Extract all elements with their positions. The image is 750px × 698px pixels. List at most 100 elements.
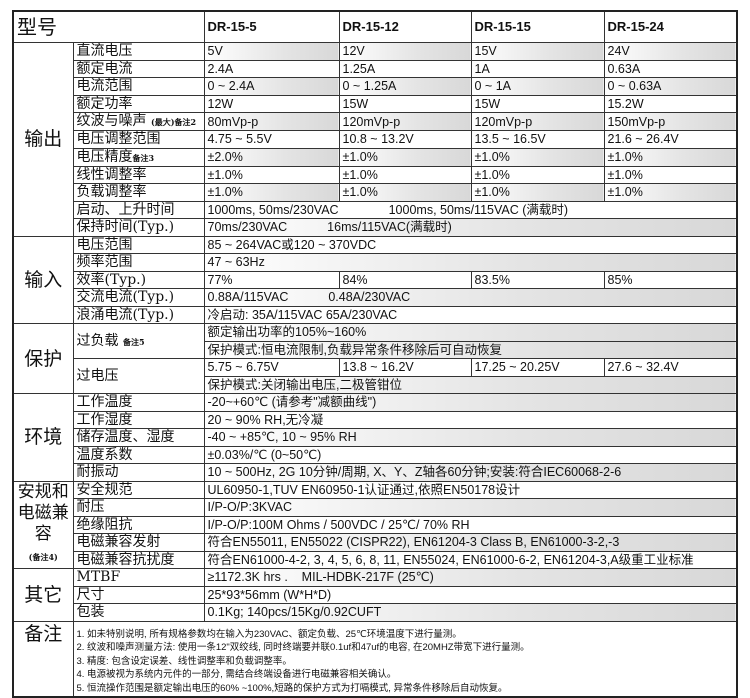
- row-label: 储存温度、湿度: [72, 428, 205, 447]
- cell: 5V: [203, 42, 340, 61]
- cell: 15W: [338, 94, 472, 113]
- cell: 1.25A: [338, 59, 472, 78]
- cell: ≥1172.3K hrs . MIL-HDBK-217F (25℃): [203, 568, 738, 587]
- category-environment: 环境: [12, 393, 74, 482]
- cell: 120mVp-p: [338, 112, 472, 131]
- cell: 27.6 ~ 32.4V: [603, 358, 738, 377]
- cell: 保护模式:恒电流限制,负载异常条件移除后可自动恢复: [203, 340, 738, 359]
- cell: ±2.0%: [203, 147, 340, 167]
- cell: 1A: [470, 59, 605, 78]
- cell: 13.8 ~ 16.2V: [338, 358, 472, 377]
- row-label: 电磁兼容抗扰度: [72, 550, 205, 569]
- cell: -40 ~ +85℃, 10 ~ 95% RH: [203, 428, 738, 447]
- row-label: 工作湿度: [72, 410, 205, 429]
- cell: 0 ~ 0.63A: [603, 77, 738, 96]
- cell: 21.6 ~ 26.4V: [603, 130, 738, 149]
- cell: ±1.0%: [338, 147, 472, 167]
- row-label: 过电压: [72, 358, 205, 394]
- value-a: 0.88A/115VAC: [207, 290, 289, 305]
- notes-list: 1. 如未特别说明, 所有规格参数均在输入为230VAC、额定负载、25℃环境温…: [72, 620, 738, 697]
- category-input: 输入: [12, 235, 74, 324]
- note-item: 4. 电源被视为系统内元件的一部分, 需结合终端设备进行电磁兼容相关确认。: [76, 669, 397, 680]
- cell: 额定输出功率的105%~160%: [203, 323, 738, 342]
- row-label: 保持时间(Typ.): [72, 218, 205, 237]
- row-label: 启动、上升时间: [72, 200, 205, 219]
- cell: 1000ms, 50ms/230VAC 1000ms, 50ms/115VAC (…: [203, 200, 738, 219]
- cell: ±1.0%: [603, 147, 738, 167]
- row-label: MTBF: [72, 568, 205, 587]
- cell: 保护模式:关闭输出电压,二极管钳位: [203, 375, 738, 394]
- model-header: DR-15-5: [203, 10, 340, 43]
- model-title: 型号: [12, 10, 205, 43]
- note-item: 3. 精度: 包含设定误差、线性调整率和负载调整率。: [76, 655, 292, 667]
- note-ref: 备注5: [122, 336, 145, 347]
- row-label: 尺寸: [72, 585, 205, 604]
- model-header: DR-15-12: [338, 10, 472, 43]
- row-label: 负载调整率: [72, 183, 205, 202]
- cell: 5.75 ~ 6.75V: [203, 358, 340, 377]
- spec-table: 型号 DR-15-5 DR-15-12 DR-15-15 DR-15-24 输出…: [12, 10, 738, 698]
- cell: 10.8 ~ 13.2V: [338, 130, 472, 149]
- cell: ±1.0%: [338, 165, 472, 184]
- row-label: 线性调整率: [72, 165, 205, 184]
- note-ref: (最大)备注2: [150, 117, 197, 127]
- value-a: 1000ms, 50ms/230VAC: [207, 202, 339, 217]
- cell: I/P-O/P:100M Ohms / 500VDC / 25℃/ 70% RH: [203, 515, 738, 534]
- cell: ±0.03%/℃ (0~50℃): [203, 445, 738, 464]
- row-label: 效率(Typ.): [72, 270, 205, 289]
- value-a: 70ms/230VAC: [207, 220, 288, 235]
- row-label: 浪涌电流(Typ.): [72, 305, 205, 324]
- row-label: 频率范围: [72, 253, 205, 272]
- row-label: 纹波与噪声 (最大)备注2: [72, 112, 205, 131]
- cell: 15V: [470, 42, 605, 61]
- cell: 20 ~ 90% RH,无冷凝: [203, 410, 738, 429]
- note-ref: (备注4): [28, 551, 58, 562]
- row-label: 电磁兼容发射: [72, 533, 205, 552]
- cell: ±1.0%: [470, 147, 605, 167]
- cell: 120mVp-p: [470, 112, 605, 131]
- value-b: 0.48A/230VAC: [328, 290, 411, 305]
- cell: 80mVp-p: [203, 112, 340, 131]
- cell: 0.88A/115VAC 0.48A/230VAC: [203, 288, 738, 307]
- cell: UL60950-1,TUV EN60950-1认证通过,依照EN50178设计: [203, 480, 738, 499]
- cell: ±1.0%: [203, 165, 340, 184]
- cell: 冷启动: 35A/115VAC 65A/230VAC: [203, 305, 738, 324]
- cell: 85%: [603, 270, 738, 289]
- label-text: 纹波与噪声: [76, 113, 147, 130]
- row-label: 工作温度: [72, 393, 205, 412]
- cell: 12V: [338, 42, 472, 61]
- category-safety: 安规和电磁兼容 (备注4): [12, 480, 74, 569]
- header-row: 型号 DR-15-5 DR-15-12 DR-15-15 DR-15-24: [12, 10, 738, 43]
- cell: 0 ~ 2.4A: [203, 77, 340, 96]
- row-label: 安全规范: [72, 480, 205, 499]
- row-label: 直流电压: [72, 42, 205, 61]
- cell: ±1.0%: [470, 165, 605, 184]
- row-label: 包装: [72, 603, 205, 622]
- row-label: 温度系数: [72, 445, 205, 464]
- cell: 70ms/230VAC 16ms/115VAC(满载时): [203, 218, 738, 237]
- row-label: 绝缘阻抗: [72, 515, 205, 534]
- cell: 13.5 ~ 16.5V: [470, 130, 605, 149]
- note-item: 5. 恒流操作范围是额定输出电压的60% ~100%,短路的保护方式为打嗝模式,…: [76, 682, 508, 694]
- cell: 12W: [203, 94, 340, 113]
- row-label: 额定电流: [72, 59, 205, 78]
- value-b: 1000ms, 50ms/115VAC (满载时): [388, 202, 569, 217]
- cell: 0.1Kg; 140pcs/15Kg/0.92CUFT: [203, 603, 738, 622]
- note-item: 1. 如未特别说明, 所有规格参数均在输入为230VAC、额定负载、25℃环境温…: [76, 628, 462, 640]
- cell: 15W: [470, 94, 605, 113]
- cell: 24V: [603, 42, 738, 61]
- row-label: 电压精度备注3: [72, 147, 205, 167]
- category-other: 其它: [12, 568, 74, 622]
- cell: 2.4A: [203, 59, 340, 78]
- model-header: DR-15-15: [470, 10, 605, 43]
- cell: 4.75 ~ 5.5V: [203, 130, 340, 149]
- cell: 符合EN61000-4-2, 3, 4, 5, 6, 8, 11, EN5502…: [203, 550, 738, 569]
- cell: I/P-O/P:3KVAC: [203, 498, 738, 517]
- note-ref: 备注3: [132, 152, 155, 163]
- note-item: 2. 纹波和噪声测量方法: 使用一条12"双绞线, 同时终端要并联0.1uf和4…: [76, 642, 530, 653]
- row-label: 耐振动: [72, 463, 205, 482]
- cell: 10 ~ 500Hz, 2G 10分钟/周期, X、Y、Z轴各60分钟;安装:符…: [203, 463, 738, 482]
- row-label: 电压调整范围: [72, 130, 205, 149]
- cell: ±1.0%: [603, 183, 738, 202]
- cell: 0 ~ 1A: [470, 77, 605, 96]
